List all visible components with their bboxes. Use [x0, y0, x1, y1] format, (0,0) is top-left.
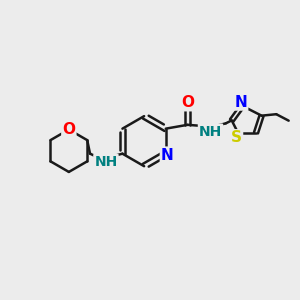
Text: S: S [231, 130, 242, 145]
Text: N: N [234, 94, 247, 110]
Text: N: N [161, 148, 174, 163]
Text: O: O [181, 95, 194, 110]
Text: NH: NH [94, 155, 118, 169]
Text: NH: NH [199, 124, 222, 139]
Text: O: O [62, 122, 75, 137]
